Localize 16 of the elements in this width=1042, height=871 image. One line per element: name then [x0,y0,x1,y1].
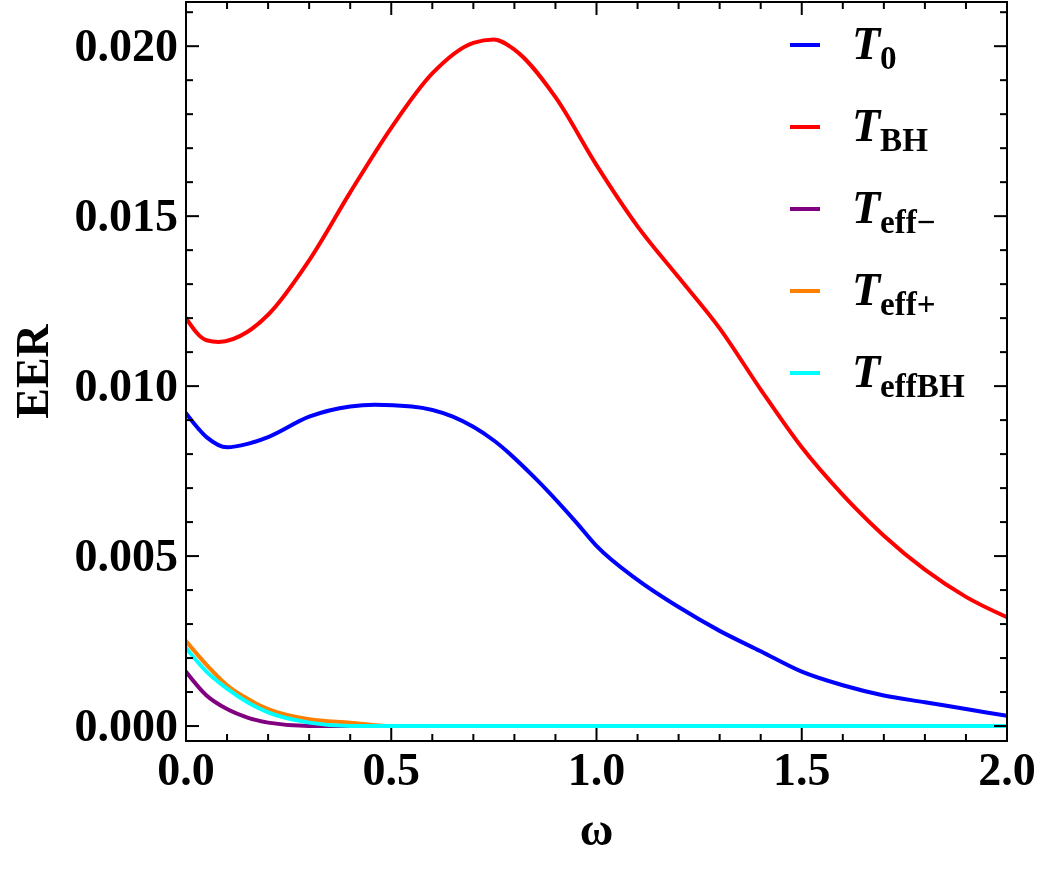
legend-label: T$_{0}$ [852,18,897,76]
y-tick-label: 0.015 [74,190,178,242]
legend-label: T$_{eff−}$ [852,182,936,240]
y-axis-title: EER [7,323,58,419]
x-tick-label: 1.0 [567,744,626,795]
y-tick-label: 0.020 [74,20,178,72]
legend-label: T$_{effBH}$ [852,346,965,404]
line-series [186,402,1007,718]
y-tick-label: 0.010 [74,360,178,412]
x-tick-label: 1.5 [773,744,831,795]
legend-label: T$_{eff+}$ [852,264,936,322]
legend-label: T$_{BH}$ [852,100,929,158]
x-tick-label: 0.5 [362,744,420,795]
x-tick-label: 2.0 [978,744,1036,795]
y-tick-label: 0.005 [74,530,178,582]
x-axis-title: ω [579,804,614,855]
